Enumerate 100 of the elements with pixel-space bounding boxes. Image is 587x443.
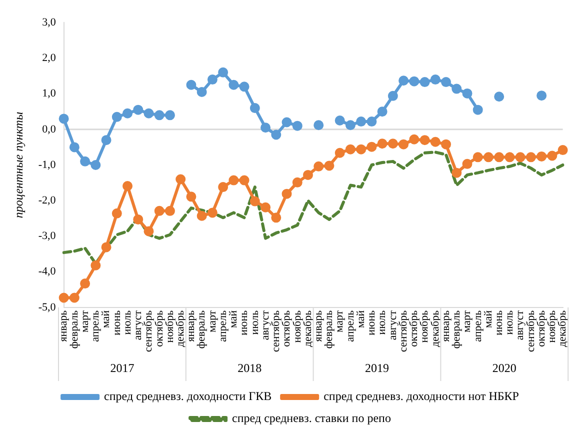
point [430,74,440,85]
point [494,152,504,162]
x-tick-label: июнь [238,310,250,336]
x-tick-label: июнь [492,310,505,336]
x-tick-label: февраль [68,310,80,349]
x-tick-label: февраль [450,310,463,349]
legend-label: спред средневз. доходности нот НБКР [324,389,520,404]
x-tick-label: июль [376,310,388,335]
x-tick-label: август [386,310,399,340]
point [154,110,164,120]
text: 2017 [110,361,134,376]
point [176,174,186,184]
point [260,122,271,133]
x-tick-label: март [334,310,346,332]
x-tick-label: ноябрь [291,310,304,343]
point [409,76,420,86]
point [420,135,430,146]
point [398,76,409,86]
x-tick-label: август [514,310,526,340]
x-tick-label: апрель [90,310,102,342]
x-tick-label: июль [248,310,261,335]
x-tick-label: май [228,310,240,328]
point [122,180,133,191]
point [366,116,377,127]
x-tick-label: май [482,310,494,328]
point [80,278,90,289]
x-tick-label: октябрь [535,310,548,347]
text: 2018 [238,361,262,376]
point [90,260,101,270]
point [250,103,260,114]
y-tick-label: -1,0 [38,158,56,171]
y-tick-label: 3,0 [42,16,56,28]
x-tick-label: март [206,310,218,332]
point [388,90,398,101]
y-tick-label: 2,0 [42,52,56,64]
x-tick-label: март [78,310,91,332]
x-tick-label: май [100,310,112,328]
y-tick-label: -4,0 [38,266,56,278]
point [504,152,515,162]
point [133,104,144,115]
point [377,138,388,149]
point [314,161,324,172]
legend-label: спред средневз. ставки по репо [232,411,391,426]
x-tick-label: сентябрь [524,310,537,352]
x-tick-label: январь [312,310,325,342]
text: 2019 [365,361,390,376]
x-tick-label: октябрь [408,310,420,347]
point [58,114,69,124]
point [526,152,536,162]
point [292,120,302,131]
point [420,77,430,88]
point [228,175,239,186]
x-tick-label: апрель [472,310,484,342]
point [334,115,345,126]
x-tick-label: апрель [344,310,356,342]
point [133,214,144,224]
point [250,196,260,206]
point [430,136,440,147]
x-tick-label: август [132,310,144,340]
x-tick-label: февраль [196,310,208,349]
point [483,152,494,162]
point [239,82,250,92]
point [186,192,196,202]
point [186,80,196,90]
x-tick-label: ноябрь [164,310,176,343]
x-tick-label: июнь [366,310,378,336]
point [58,292,69,303]
point [377,106,388,117]
x-tick-label: июль [121,310,134,335]
x-tick-label: декабрь [429,310,442,348]
x-tick-label: июль [504,310,516,335]
point [462,158,472,169]
point [271,212,282,223]
y-tick-label: 1,0 [42,88,56,100]
point [101,135,112,146]
point [69,142,80,152]
point [239,175,250,186]
x-tick-label: сентябрь [397,310,410,352]
x-tick-label: январь [58,310,70,342]
point [452,84,462,94]
point [452,168,462,178]
x-tick-label: март [461,310,474,332]
point [122,108,133,118]
text: 2020 [492,361,516,376]
point [101,242,112,252]
point [164,206,175,216]
point [112,112,122,122]
point [112,208,122,218]
point [356,144,366,154]
point [196,210,207,221]
legend-label: спред средневз. доходности ГКВ [104,389,272,404]
point [144,226,154,236]
point [345,144,356,154]
x-tick-label: сентябрь [142,310,155,352]
point [282,117,292,128]
point [398,139,409,150]
point [207,208,218,218]
x-tick-label: январь [185,310,198,342]
x-tick-label: май [354,310,367,328]
x-tick-label: август [259,310,272,340]
